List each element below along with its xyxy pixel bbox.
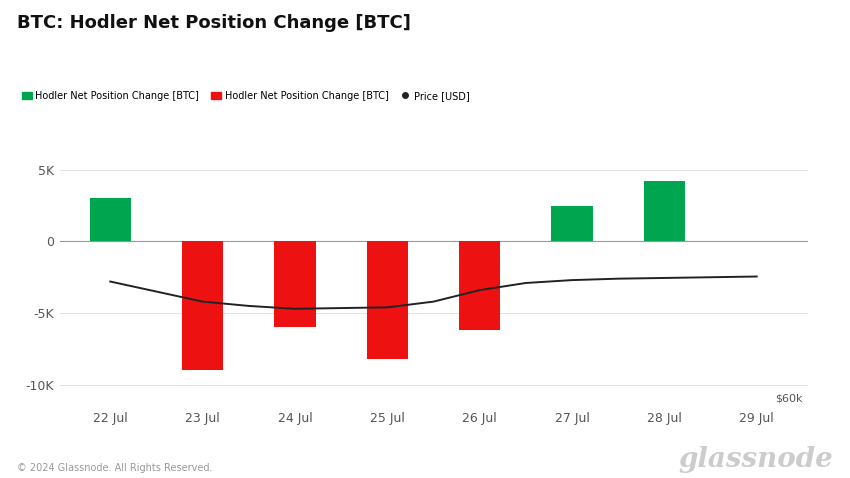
Bar	[275, 241, 315, 327]
Text: glassnode: glassnode	[678, 446, 833, 473]
Text: © 2024 Glassnode. All Rights Reserved.: © 2024 Glassnode. All Rights Reserved.	[17, 463, 212, 473]
Legend: Hodler Net Position Change [BTC], Hodler Net Position Change [BTC], Price [USD]: Hodler Net Position Change [BTC], Hodler…	[22, 91, 469, 101]
Text: BTC: Hodler Net Position Change [BTC]: BTC: Hodler Net Position Change [BTC]	[17, 14, 411, 33]
Bar	[459, 241, 501, 330]
Bar	[89, 198, 131, 241]
Bar	[182, 241, 224, 370]
Bar	[552, 206, 592, 241]
Bar	[643, 181, 685, 241]
Text: $60k: $60k	[775, 393, 803, 403]
Bar	[366, 241, 408, 359]
